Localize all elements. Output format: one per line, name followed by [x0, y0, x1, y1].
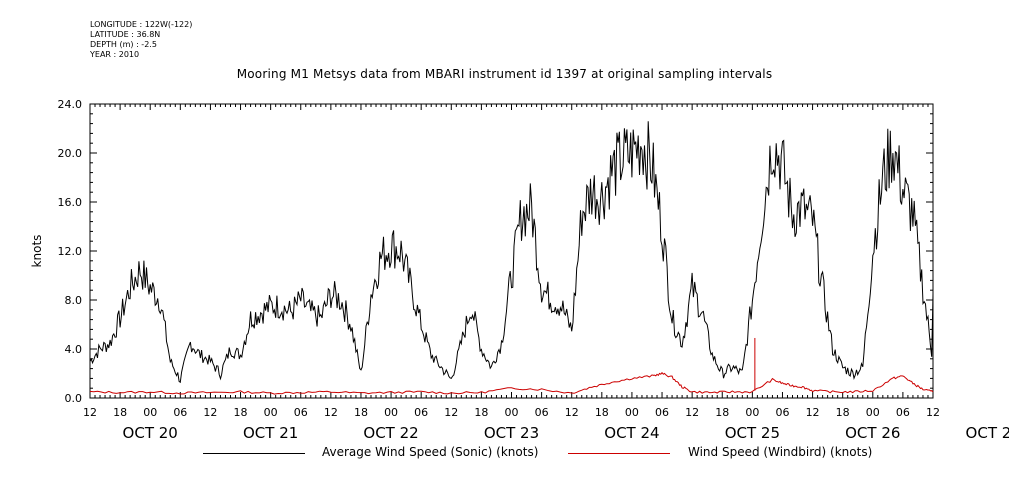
x-tick-label: 06 [535, 406, 549, 419]
plot-frame [89, 103, 934, 399]
year-text: YEAR : 2010 [90, 50, 140, 59]
x-tick-label: 18 [595, 406, 609, 419]
x-tick-label: 00 [143, 406, 157, 419]
x-tick-label: 06 [775, 406, 789, 419]
chart-title: Mooring M1 Metsys data from MBARI instru… [236, 67, 773, 81]
longitude-text: LONGITUDE : 122W(-122) [90, 20, 193, 29]
x-tick-label: 00 [745, 406, 759, 419]
y-tick-label: 4.0 [65, 343, 83, 356]
x-tick-label: 12 [926, 406, 940, 419]
metadata-block: LONGITUDE : 122W(-122) LATITUDE : 36.8N … [90, 20, 192, 60]
x-date-label: OCT 26 [845, 424, 900, 442]
y-axis-label: knots [30, 235, 44, 268]
x-tick-label: 06 [414, 406, 428, 419]
y-tick-label: 24.0 [58, 98, 83, 111]
x-tick-label: 12 [806, 406, 820, 419]
x-tick-label: 06 [896, 406, 910, 419]
depth-text: DEPTH (m) : -2.5 [90, 40, 157, 49]
legend-label-sonic: Average Wind Speed (Sonic) (knots) [322, 445, 539, 459]
x-tick-label: 18 [113, 406, 127, 419]
x-tick-label: 18 [474, 406, 488, 419]
x-tick-label: 12 [324, 406, 338, 419]
x-tick-label: 12 [444, 406, 458, 419]
x-tick-label: 18 [715, 406, 729, 419]
legend-line-windbird [568, 453, 670, 454]
x-tick-label: 12 [203, 406, 217, 419]
x-date-label: OCT 24 [604, 424, 659, 442]
x-date-label: OCT 20 [123, 424, 178, 442]
x-date-label: OCT 21 [243, 424, 298, 442]
y-tick-label: 0.0 [65, 392, 83, 405]
x-date-label: OCT 25 [725, 424, 780, 442]
x-tick-label: 12 [83, 406, 97, 419]
x-tick-label: 06 [173, 406, 187, 419]
series-line-windbird [89, 371, 934, 395]
x-tick-label: 18 [836, 406, 850, 419]
legend-line-sonic [203, 453, 305, 454]
x-tick-label: 12 [565, 406, 579, 419]
x-tick-label: 00 [625, 406, 639, 419]
x-tick-label: 12 [685, 406, 699, 419]
x-tick-label: 00 [505, 406, 519, 419]
x-tick-label: 00 [264, 406, 278, 419]
x-tick-label: 00 [384, 406, 398, 419]
y-tick-label: 12.0 [58, 245, 83, 258]
y-tick-label: 8.0 [65, 294, 83, 307]
y-tick-label: 20.0 [58, 147, 83, 160]
latitude-text: LATITUDE : 36.8N [90, 30, 161, 39]
x-tick-label: 06 [655, 406, 669, 419]
y-tick-label: 16.0 [58, 196, 83, 209]
series-line-sonic [89, 121, 934, 384]
x-date-label: OCT 22 [363, 424, 418, 442]
x-tick-label: 18 [354, 406, 368, 419]
legend-label-windbird: Wind Speed (Windbird) (knots) [688, 445, 873, 459]
x-tick-label: 06 [294, 406, 308, 419]
x-tick-label: 18 [234, 406, 248, 419]
x-date-label: OCT 23 [484, 424, 539, 442]
x-date-label: OCT 27 [966, 424, 1009, 442]
x-tick-label: 00 [866, 406, 880, 419]
